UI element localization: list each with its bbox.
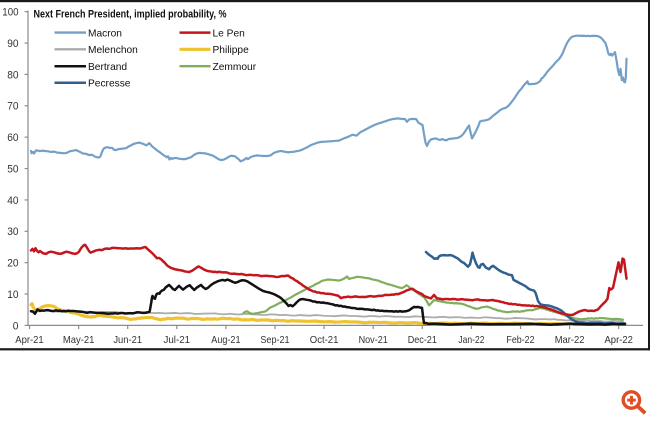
svg-text:40: 40 — [7, 195, 18, 207]
svg-text:Next French President, implied: Next French President, implied probabili… — [34, 8, 227, 20]
svg-text:Pecresse: Pecresse — [88, 78, 131, 89]
svg-text:60: 60 — [7, 132, 18, 144]
svg-text:Feb-22: Feb-22 — [506, 334, 534, 346]
svg-text:50: 50 — [7, 163, 18, 175]
svg-text:70: 70 — [7, 101, 18, 113]
svg-text:Apr-22: Apr-22 — [605, 334, 634, 346]
svg-text:Zemmour: Zemmour — [213, 62, 257, 73]
svg-text:Aug-21: Aug-21 — [211, 334, 240, 346]
svg-text:May-21: May-21 — [63, 334, 95, 346]
svg-text:Dec-21: Dec-21 — [408, 334, 437, 346]
svg-text:0: 0 — [13, 320, 19, 332]
svg-text:Sep-21: Sep-21 — [260, 334, 289, 346]
svg-text:20: 20 — [7, 258, 18, 270]
svg-text:80: 80 — [7, 69, 18, 81]
svg-text:Jan-22: Jan-22 — [458, 334, 484, 346]
svg-text:Philippe: Philippe — [213, 45, 250, 56]
svg-text:100: 100 — [2, 7, 18, 19]
svg-text:Nov-21: Nov-21 — [359, 334, 388, 346]
svg-text:Mar-22: Mar-22 — [555, 334, 585, 346]
svg-text:Bertrand: Bertrand — [88, 62, 127, 73]
svg-text:Oct-21: Oct-21 — [310, 334, 339, 346]
svg-text:Le Pen: Le Pen — [213, 28, 245, 39]
svg-text:30: 30 — [7, 226, 18, 238]
svg-text:Jul-21: Jul-21 — [164, 334, 191, 346]
svg-text:90: 90 — [7, 38, 18, 50]
svg-text:Apr-21: Apr-21 — [15, 334, 44, 346]
svg-text:Jun-21: Jun-21 — [113, 334, 142, 346]
svg-text:Melenchon: Melenchon — [88, 45, 138, 56]
svg-text:Macron: Macron — [88, 28, 122, 39]
svg-text:10: 10 — [7, 289, 18, 301]
